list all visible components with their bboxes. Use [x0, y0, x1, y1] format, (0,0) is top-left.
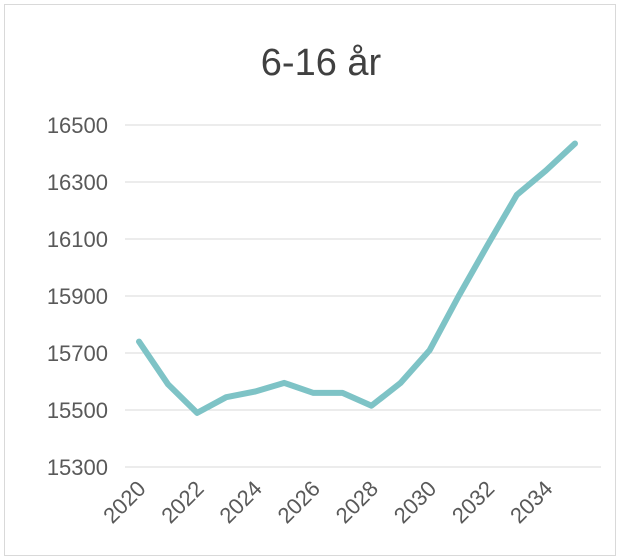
x-tick-label: 2020 — [98, 476, 150, 528]
y-tick-label: 15900 — [47, 284, 108, 309]
y-tick-label: 16100 — [47, 227, 108, 252]
y-tick-label: 15700 — [47, 341, 108, 366]
series-line — [136, 140, 578, 416]
x-tick-label: 2022 — [156, 476, 208, 528]
x-tick-label: 2032 — [447, 476, 499, 528]
x-tick-label: 2030 — [389, 476, 441, 528]
y-tick-label: 16300 — [47, 170, 108, 195]
x-tick-label: 2028 — [331, 476, 383, 528]
line-chart: 6-16 år 15300 15500 15700 15900 16100 16300 16… — [47, 42, 601, 528]
x-axis-tick-labels: 2020 2022 2024 2026 2028 2030 2032 2034 — [98, 476, 557, 528]
series-layer — [136, 140, 578, 416]
x-tick-label: 2026 — [273, 476, 325, 528]
y-axis-tick-labels: 15300 15500 15700 15900 16100 16300 16500 — [47, 113, 108, 480]
y-tick-label: 15300 — [47, 455, 108, 480]
x-tick-label: 2024 — [215, 476, 267, 528]
chart-title: 6-16 år — [261, 42, 382, 84]
chart-frame: 6-16 år 15300 15500 15700 15900 16100 16300 16… — [4, 4, 616, 556]
x-tick-label: 2034 — [505, 476, 557, 528]
y-tick-label: 16500 — [47, 113, 108, 138]
y-tick-label: 15500 — [47, 398, 108, 423]
